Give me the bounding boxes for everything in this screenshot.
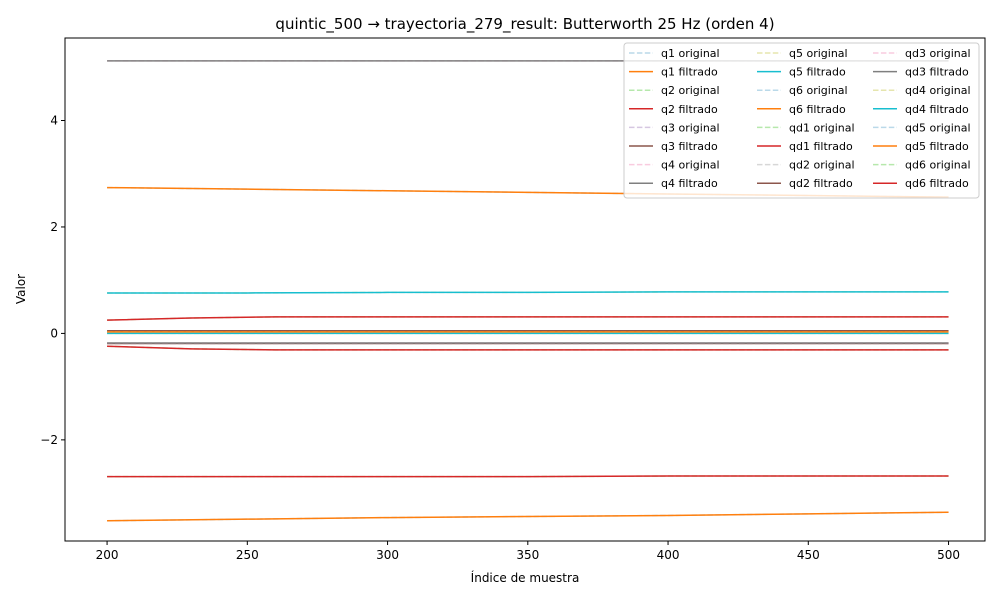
x-axis-label: Índice de muestra	[471, 570, 580, 585]
legend-entry: qd6 filtrado	[905, 177, 969, 190]
x-tick-label: 200	[96, 548, 119, 562]
plot-frame	[64, 37, 986, 542]
y-tick-label: 4	[50, 114, 58, 128]
x-tick-label: 450	[797, 548, 820, 562]
series-line-qd6-filtrado	[107, 475, 949, 478]
legend-entry: qd1 original	[789, 121, 855, 134]
legend-entry: qd4 original	[905, 84, 971, 97]
y-tick-label: −2	[40, 433, 58, 447]
x-tick-label: 500	[937, 548, 960, 562]
x-tick-label: 250	[236, 548, 259, 562]
legend-entry: qd2 filtrado	[789, 177, 853, 190]
legend-entry: q4 original	[661, 159, 720, 172]
legend-entry: q2 original	[661, 84, 720, 97]
y-tick-label: 2	[50, 220, 58, 234]
y-axis: −2 0 2 4	[40, 114, 65, 447]
series-line-q2-filtrado	[107, 316, 949, 321]
legend-entry: qd5 filtrado	[905, 140, 969, 153]
series-line-q1-filtrado	[107, 511, 949, 522]
legend-entry: q2 filtrado	[661, 103, 718, 116]
legend-entry: qd3 original	[905, 47, 971, 60]
chart-title: quintic_500 → trayectoria_279_result: Bu…	[275, 15, 774, 34]
x-axis: 200 250 300 350 400 450 500	[96, 541, 960, 562]
legend-entry: qd6 original	[905, 159, 971, 172]
legend-entry: qd4 filtrado	[905, 103, 969, 116]
legend-entry: q6 original	[789, 84, 848, 97]
legend-entry: q6 filtrado	[789, 103, 846, 116]
x-tick-label: 300	[376, 548, 399, 562]
legend: q1 original q1 filtrado q2 original q2 filt…	[623, 42, 980, 199]
series-line-q5-filtrado	[107, 291, 949, 294]
series-line-qd1-filtrado	[107, 345, 949, 351]
y-tick-label: 0	[50, 326, 58, 340]
legend-entry: q3 original	[661, 121, 720, 134]
legend-entry: q5 filtrado	[789, 66, 846, 79]
legend-entry: q4 filtrado	[661, 177, 718, 190]
legend-entry: qd2 original	[789, 159, 855, 172]
legend-entry: q3 filtrado	[661, 140, 718, 153]
legend-entry: q5 original	[789, 47, 848, 60]
legend-entry: qd5 original	[905, 121, 971, 134]
legend-entry: q1 original	[661, 47, 720, 60]
legend-entry: qd1 filtrado	[789, 140, 853, 153]
legend-box	[623, 42, 980, 199]
legend-entry: qd3 filtrado	[905, 66, 969, 79]
y-axis-label: Valor	[14, 274, 28, 304]
x-tick-label: 400	[657, 548, 680, 562]
x-tick-label: 350	[516, 548, 539, 562]
legend-entry: q1 filtrado	[661, 66, 718, 79]
